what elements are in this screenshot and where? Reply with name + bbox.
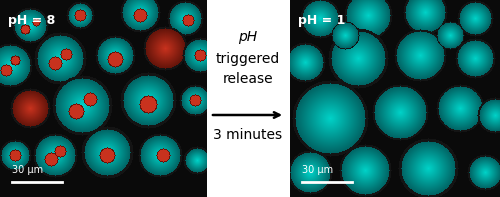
Text: triggered: triggered (216, 52, 280, 66)
Text: 30 μm: 30 μm (302, 165, 333, 175)
Text: 3 minutes: 3 minutes (214, 128, 282, 142)
Text: pH = 1: pH = 1 (298, 14, 346, 27)
Text: 30 μm: 30 μm (12, 165, 43, 175)
Text: pH: pH (238, 30, 258, 44)
Text: release: release (222, 72, 274, 86)
Text: pH = 8: pH = 8 (8, 14, 55, 27)
